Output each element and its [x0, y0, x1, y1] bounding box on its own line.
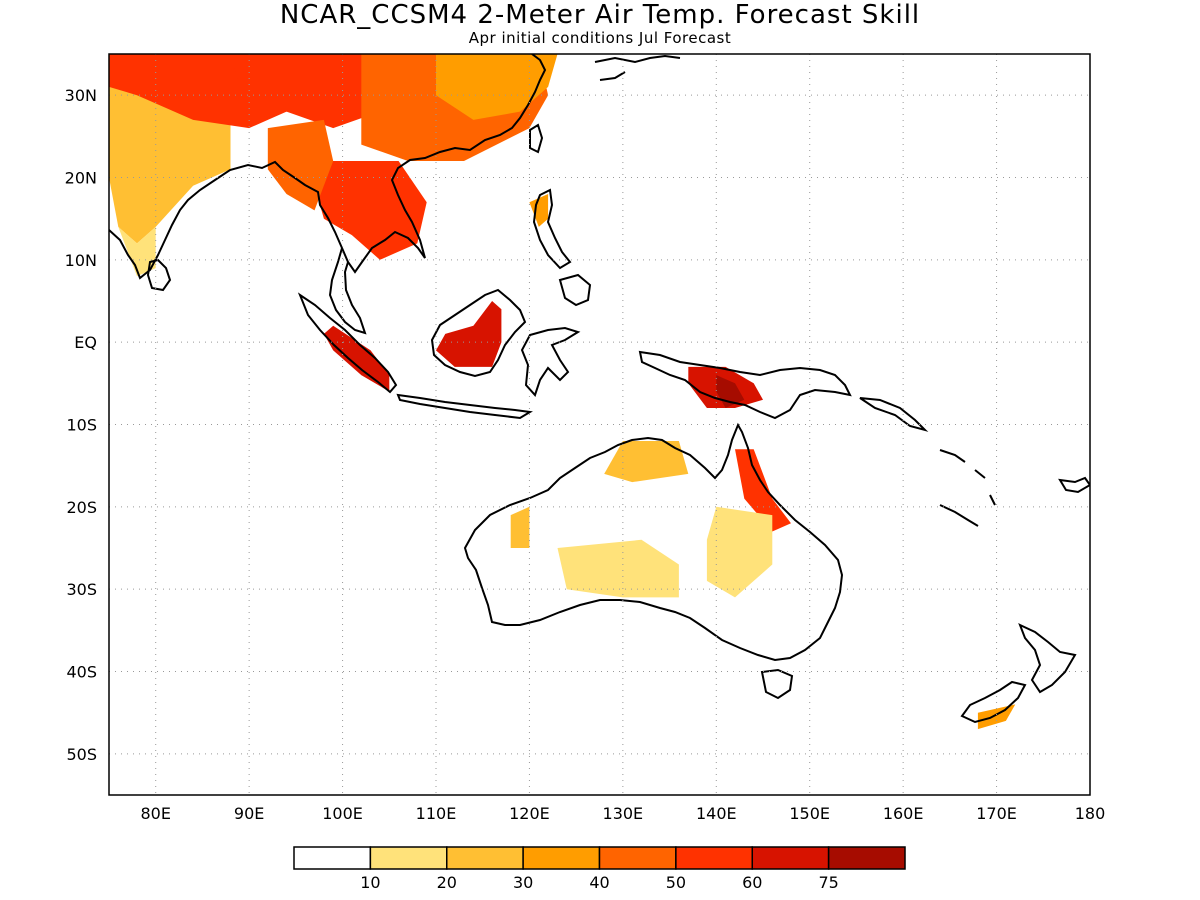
x-tick-label: 130E: [603, 804, 644, 823]
skill-region-pilbara: [510, 506, 530, 548]
colorbar-swatch: [827, 846, 906, 870]
coast-newcal: [939, 504, 979, 527]
coast-solomons: [939, 449, 996, 506]
coast-australia: [463, 422, 844, 662]
skill-region-nz-south: [977, 704, 1016, 730]
colorbar-swatch: [369, 846, 448, 870]
skill-region-philippines: [529, 194, 549, 227]
y-tick-label: 50S: [66, 745, 97, 764]
y-tick-label: 20N: [65, 169, 97, 188]
skill-region-india-south: [118, 226, 156, 277]
skill-region-china-east: [436, 54, 558, 120]
y-tick-label: 10S: [66, 416, 97, 435]
colorbar-label: 60: [742, 873, 762, 892]
coast-asia: [109, 54, 547, 280]
colorbar-swatch: [598, 846, 677, 870]
plot-frame: [108, 53, 1091, 796]
x-tick-label: 170E: [976, 804, 1017, 823]
coast-taiwan: [529, 123, 544, 154]
coast-luzon: [532, 188, 572, 270]
colorbar-swatch: [293, 846, 372, 870]
coast-tasmania: [760, 668, 794, 700]
coast-japan: [594, 54, 681, 81]
colorbar-label: 50: [666, 873, 686, 892]
coast-sumatra: [297, 292, 398, 394]
y-tick-label: 30S: [66, 580, 97, 599]
axes: 80E 90E 100E 110E 120E 130E 140E 150E 160E 170E 18…: [65, 86, 1106, 823]
skill-region-cape-york: [735, 449, 791, 532]
coast-borneo: [430, 288, 527, 378]
skill-region-borneo: [436, 301, 502, 367]
coastlines: [109, 54, 1090, 724]
x-tick-label: 110E: [416, 804, 457, 823]
x-tick-label: 140E: [696, 804, 737, 823]
x-tick-label: 150E: [789, 804, 830, 823]
skill-region-tibet: [230, 54, 380, 129]
skill-region-myanmar: [267, 119, 334, 211]
colorbar-label: 30: [513, 873, 533, 892]
colorbar-swatch: [446, 846, 524, 870]
map-title: NCAR_CCSM4 2-Meter Air Temp. Forecast Sk…: [279, 0, 921, 30]
colorbar-swatch: [675, 846, 754, 870]
y-tick-label: 40S: [66, 663, 97, 682]
skill-region-outback-central: [557, 539, 679, 598]
coast-newguinea: [638, 350, 852, 420]
coast-mindanao: [558, 273, 592, 307]
x-tick-label: 180: [1075, 804, 1106, 823]
graticule: [109, 54, 1090, 795]
coast-srilanka: [146, 258, 172, 292]
colorbar-label: 40: [589, 873, 609, 892]
coast-malaya: [328, 247, 367, 335]
colorbar-swatch: [751, 846, 830, 870]
colorbar-label: 75: [818, 873, 838, 892]
coast-sulawesi: [520, 326, 581, 397]
coast-java: [396, 393, 533, 420]
y-tick-label: 20S: [66, 498, 97, 517]
x-tick-label: 100E: [322, 804, 363, 823]
y-tick-label: 10N: [65, 251, 97, 270]
x-tick-label: 120E: [509, 804, 550, 823]
skill-region-outback-east: [706, 506, 773, 598]
y-tick-label: EQ: [74, 333, 97, 352]
skill-region-indochina: [305, 161, 427, 260]
skill-region-top-end: [604, 441, 689, 483]
colorbar-label: 20: [437, 873, 457, 892]
x-tick-label: 90E: [234, 804, 264, 823]
y-tick-label: 30N: [65, 86, 97, 105]
skill-region-sumatra: [323, 325, 390, 392]
coast-fiji: [1058, 476, 1090, 494]
x-tick-label: 160E: [883, 804, 924, 823]
colorbar-swatch: [522, 846, 601, 870]
colorbar-label: 10: [360, 873, 380, 892]
coast-newbritain: [859, 397, 929, 432]
coast-nz-south: [960, 680, 1027, 724]
map-subtitle: Apr initial conditions Jul Forecast: [468, 29, 732, 47]
skill-field: [109, 54, 1016, 730]
coast-nz-north: [1018, 623, 1077, 694]
x-tick-label: 80E: [140, 804, 170, 823]
colorbar: 10 20 30 40 50 60 75: [293, 846, 906, 892]
